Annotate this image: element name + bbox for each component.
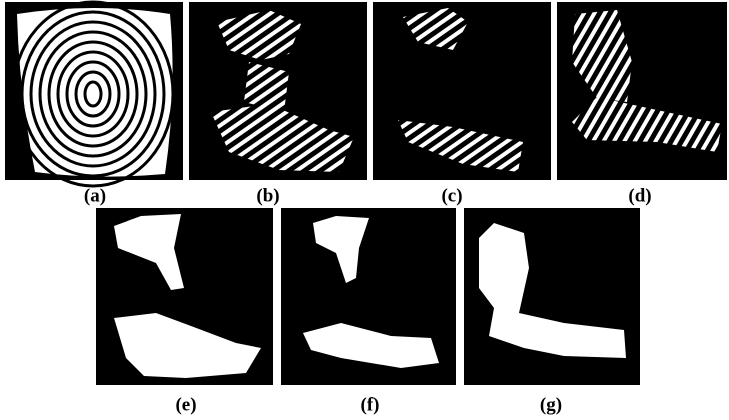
panel-label: (g) [540,394,562,415]
panel-label: (d) [628,185,651,206]
panel-label: (b) [256,185,279,206]
panel-label: (c) [441,185,462,206]
panel-label: (f) [361,394,380,415]
panel-g [464,208,640,385]
panel-e [96,208,273,385]
panel-a [5,2,183,186]
panel-f [281,208,456,385]
figure: (a) (b) (c) (d) (e) (f) (g) [0,0,729,420]
panel-b [189,2,367,180]
panel-label: (e) [175,394,196,415]
panel-label: (a) [84,185,106,206]
panel-d [557,2,727,180]
panel-c [373,2,551,180]
